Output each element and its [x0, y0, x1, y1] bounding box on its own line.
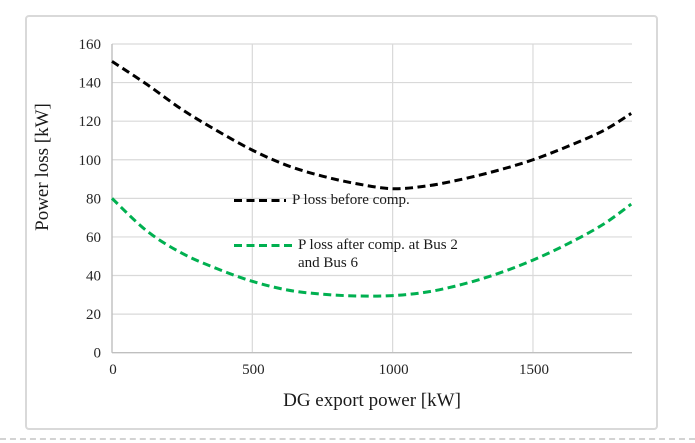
- y-tick-label: 80: [86, 191, 101, 207]
- y-tick-label: 140: [79, 76, 102, 92]
- y-tick-label: 20: [86, 307, 101, 323]
- series-line-before-comp: [111, 60, 632, 191]
- y-tick-label: 40: [86, 269, 101, 285]
- x-tick-label: 1000: [379, 362, 409, 378]
- series-line-after-comp: [110, 197, 633, 298]
- page-bottom-dashed-border: [0, 438, 695, 440]
- x-axis-title: DG export power [kW]: [283, 390, 461, 411]
- x-tick-label: 1500: [519, 362, 549, 378]
- legend-item-after-comp: P loss after comp. at Bus 2 and Bus 6: [234, 237, 458, 272]
- y-tick-label: 0: [94, 346, 102, 362]
- x-tick-label: 0: [109, 362, 117, 378]
- legend-label: P loss after comp. at Bus 2 and Bus 6: [298, 237, 458, 271]
- y-tick-label: 120: [79, 114, 102, 130]
- chart-border: [25, 15, 658, 430]
- y-tick-label: 60: [86, 230, 101, 246]
- legend-dash-swatch: [234, 199, 286, 202]
- legend-dash-swatch: [234, 244, 292, 247]
- y-tick-label: 100: [79, 153, 102, 169]
- y-tick-label: 160: [79, 37, 102, 53]
- legend-label: P loss before comp.: [292, 192, 410, 208]
- x-tick-label: 500: [242, 362, 265, 378]
- legend-item-before-comp: P loss before comp.: [234, 192, 410, 210]
- y-axis-title: Power loss [kW]: [32, 103, 53, 231]
